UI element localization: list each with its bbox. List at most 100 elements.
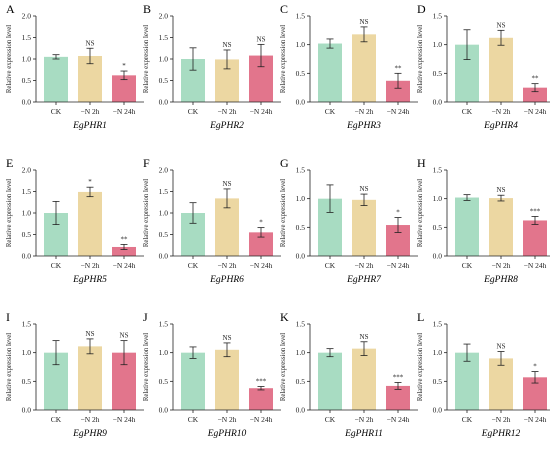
- x-tick-label: −N 24h: [250, 415, 273, 424]
- y-axis-label: Relative expression level: [280, 333, 287, 401]
- y-tick-label: 1.0: [22, 348, 32, 357]
- panel-a: A Relative expression level CK NS −N 2h * −N 2…: [6, 2, 144, 131]
- x-tick-label: −N 24h: [113, 415, 136, 424]
- y-tick-label: 1.0: [433, 194, 443, 203]
- bar-ck: [455, 197, 479, 256]
- panel-c: C Relative expression level CK NS −N 2h ** −N …: [280, 2, 418, 131]
- x-tick-label: −N 2h: [80, 107, 99, 116]
- x-tick-label: −N 24h: [387, 415, 410, 424]
- bar-n2h: [78, 191, 102, 256]
- y-tick-label: 1.0: [296, 194, 306, 203]
- y-tick-label: 2.0: [159, 166, 169, 175]
- significance-label: NS: [257, 35, 266, 43]
- x-tick-label: −N 2h: [491, 261, 510, 270]
- x-tick-label: CK: [325, 261, 336, 270]
- y-tick-label: 1.5: [433, 320, 443, 329]
- y-tick-label: 2.0: [22, 12, 32, 21]
- y-axis-label: Relative expression level: [143, 333, 150, 401]
- bar-n24h: [386, 80, 410, 102]
- x-tick-label: −N 24h: [387, 261, 410, 270]
- x-tick-label: CK: [51, 261, 62, 270]
- significance-label: NS: [497, 186, 506, 194]
- y-tick-label: 0.0: [296, 252, 306, 261]
- panel-letter: B: [143, 2, 151, 16]
- significance-label: NS: [223, 180, 232, 188]
- bar-n24h: [523, 87, 547, 102]
- bar-ck: [455, 352, 479, 410]
- x-tick-label: −N 2h: [354, 415, 373, 424]
- gene-name: EgPHR8: [483, 275, 518, 285]
- gene-name: EgPHR12: [481, 429, 521, 439]
- gene-name: EgPHR2: [209, 121, 244, 131]
- panel-j: J Relative expression level CK NS −N 2h *** −N…: [143, 310, 281, 439]
- bar-n24h: [249, 388, 273, 410]
- y-axis-label: Relative expression level: [417, 333, 424, 401]
- y-tick-label: 0.0: [433, 406, 443, 415]
- y-tick-label: 0.5: [159, 76, 169, 85]
- y-tick-label: 0.5: [159, 230, 169, 239]
- panel-i: I Relative expression level CK NS −N 2h NS −N …: [6, 310, 144, 439]
- y-axis-label: Relative expression level: [417, 25, 424, 93]
- panel-letter: G: [280, 156, 289, 170]
- y-tick-label: 0.5: [22, 230, 32, 239]
- x-tick-label: −N 2h: [354, 261, 373, 270]
- x-tick-label: CK: [188, 107, 199, 116]
- y-tick-label: 1.5: [433, 166, 443, 175]
- y-tick-label: 1.5: [433, 12, 443, 21]
- bar-n2h: [352, 34, 376, 103]
- y-tick-label: 0.5: [159, 377, 169, 386]
- significance-label: *: [122, 62, 126, 70]
- y-tick-label: 0.5: [433, 69, 443, 78]
- y-axis-label: Relative expression level: [143, 25, 150, 93]
- bar-n2h: [352, 348, 376, 410]
- x-tick-label: −N 2h: [491, 415, 510, 424]
- panel-e: E Relative expression level CK * −N 2h ** −N 2…: [6, 156, 144, 285]
- y-tick-label: 0.5: [296, 69, 306, 78]
- significance-label: NS: [360, 333, 369, 341]
- bar-n24h: [523, 220, 547, 256]
- y-tick-label: 0.5: [22, 76, 32, 85]
- panel-letter: L: [417, 310, 424, 324]
- significance-label: NS: [497, 343, 506, 351]
- significance-label: *: [259, 219, 263, 227]
- x-tick-label: CK: [325, 107, 336, 116]
- x-tick-label: −N 24h: [524, 261, 547, 270]
- y-tick-label: 0.5: [296, 223, 306, 232]
- y-tick-label: 0.5: [433, 223, 443, 232]
- y-tick-label: 0.5: [296, 377, 306, 386]
- gene-name: EgPHR6: [209, 275, 244, 285]
- panel-h: H Relative expression level CK NS −N 2h *** −N…: [417, 156, 550, 285]
- y-tick-label: 0.0: [433, 98, 443, 107]
- bar-n2h: [489, 37, 513, 102]
- panel-letter: H: [417, 156, 426, 170]
- y-tick-label: 1.5: [159, 187, 169, 196]
- gene-name: EgPHR3: [346, 121, 381, 131]
- significance-label: ***: [393, 373, 404, 381]
- y-tick-label: 1.0: [22, 55, 32, 64]
- y-tick-label: 1.0: [433, 40, 443, 49]
- bar-n2h: [352, 199, 376, 256]
- bar-ck: [318, 352, 342, 410]
- significance-label: **: [395, 64, 403, 72]
- y-tick-label: 0.0: [22, 252, 32, 261]
- x-tick-label: CK: [51, 107, 62, 116]
- y-tick-label: 2.0: [22, 166, 32, 175]
- gene-name: EgPHR4: [483, 121, 518, 131]
- y-tick-label: 1.5: [22, 33, 32, 42]
- panel-letter: I: [6, 310, 10, 324]
- y-axis-label: Relative expression level: [280, 179, 287, 247]
- bar-n2h: [489, 358, 513, 410]
- y-tick-label: 0.0: [433, 252, 443, 261]
- gene-name: EgPHR9: [72, 429, 107, 439]
- panel-letter: E: [6, 156, 13, 170]
- x-tick-label: CK: [462, 107, 473, 116]
- significance-label: *: [396, 209, 400, 217]
- significance-label: NS: [360, 18, 369, 26]
- panel-l: L Relative expression level CK NS −N 2h * −N 2…: [417, 310, 550, 439]
- x-tick-label: −N 2h: [354, 107, 373, 116]
- y-tick-label: 1.0: [22, 209, 32, 218]
- bar-n2h: [215, 349, 239, 410]
- significance-label: NS: [86, 39, 95, 47]
- x-tick-label: −N 24h: [113, 261, 136, 270]
- gene-name: EgPHR10: [207, 429, 247, 439]
